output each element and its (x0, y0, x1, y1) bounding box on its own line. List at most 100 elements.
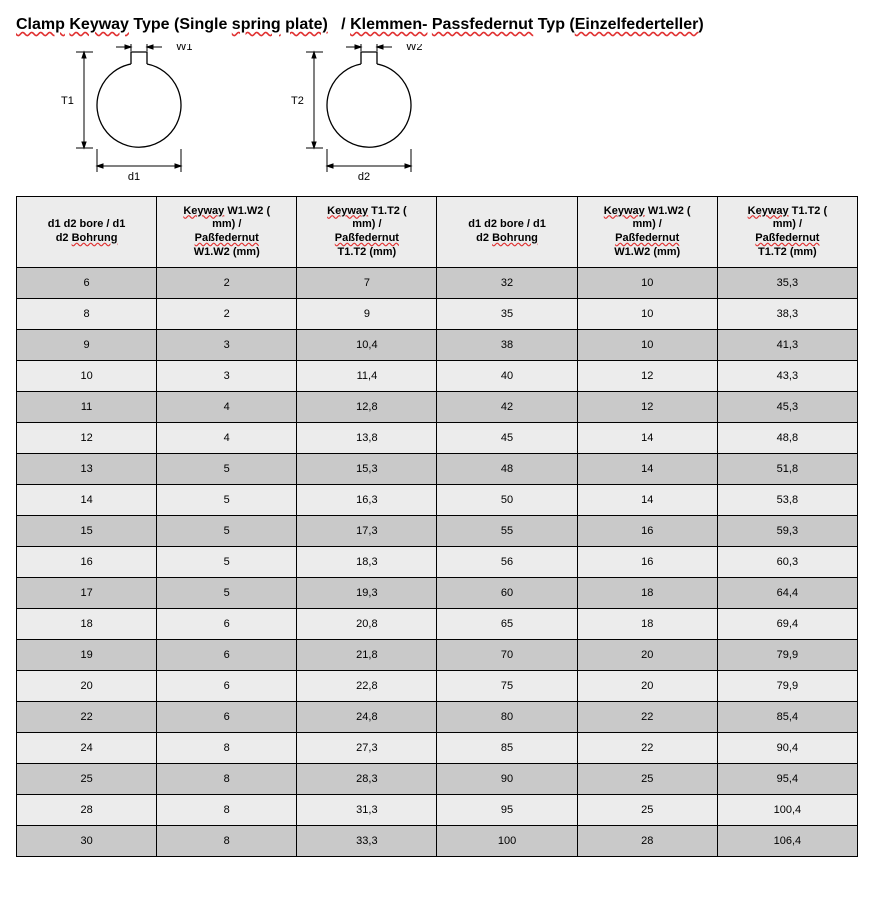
table-cell: 56 (437, 547, 577, 578)
table-cell: 15 (17, 516, 157, 547)
table-row: 13515,3481451,8 (17, 454, 858, 485)
table-cell: 35,3 (717, 268, 857, 299)
table-cell: 22 (17, 702, 157, 733)
table-cell: 65 (437, 609, 577, 640)
table-body: 627321035,3829351038,39310,4381041,31031… (17, 268, 858, 857)
table-cell: 11,4 (297, 361, 437, 392)
table-row: 10311,4401243,3 (17, 361, 858, 392)
table-cell: 9 (297, 299, 437, 330)
table-cell: 33,3 (297, 826, 437, 857)
table-cell: 27,3 (297, 733, 437, 764)
table-cell: 14 (17, 485, 157, 516)
table-cell: 16 (577, 547, 717, 578)
table-cell: 100,4 (717, 795, 857, 826)
table-cell: 100 (437, 826, 577, 857)
title-word: Keyway (69, 16, 129, 33)
table-cell: 2 (157, 299, 297, 330)
table-cell: 17 (17, 578, 157, 609)
table-header-cell: Keyway T1.T2 (mm) /PaßfedernutT1.T2 (mm) (297, 197, 437, 268)
diagram-left: W1 T1 d1 (46, 44, 216, 184)
table-cell: 5 (157, 516, 297, 547)
table-cell: 69,4 (717, 609, 857, 640)
table-cell: 6 (157, 702, 297, 733)
table-cell: 38 (437, 330, 577, 361)
table-cell: 6 (17, 268, 157, 299)
table-cell: 42 (437, 392, 577, 423)
table-cell: 24 (17, 733, 157, 764)
table-cell: 30 (17, 826, 157, 857)
table-cell: 7 (297, 268, 437, 299)
table-cell: 13 (17, 454, 157, 485)
table-cell: 8 (157, 826, 297, 857)
label-d1: d1 (128, 171, 140, 183)
diagram-row: W1 T1 d1 (46, 44, 861, 184)
table-cell: 43,3 (717, 361, 857, 392)
label-t1: T1 (61, 95, 74, 107)
table-header-cell: d1 d2 bore / d1d2 Bohrung (17, 197, 157, 268)
table-cell: 16,3 (297, 485, 437, 516)
table-row: 20622,8752079,9 (17, 671, 858, 702)
table-cell: 19 (17, 640, 157, 671)
table-cell: 5 (157, 485, 297, 516)
page-title: Clamp Keyway Type (Single spring plate) … (16, 16, 861, 34)
table-cell: 85 (437, 733, 577, 764)
table-cell: 31,3 (297, 795, 437, 826)
keyway-table: d1 d2 bore / d1d2 BohrungKeyway W1.W2 (m… (16, 196, 858, 857)
title-word: Passfedernut (432, 16, 533, 33)
table-row: 11412,8421245,3 (17, 392, 858, 423)
table-cell: 20 (17, 671, 157, 702)
label-t2: T2 (291, 95, 304, 107)
title-word: Klemmen- (350, 16, 427, 33)
table-cell: 20 (577, 671, 717, 702)
table-cell: 21,8 (297, 640, 437, 671)
table-cell: 8 (157, 733, 297, 764)
table-cell: 70 (437, 640, 577, 671)
table-cell: 60,3 (717, 547, 857, 578)
table-header-cell: d1 d2 bore / d1d2 Bohrung (437, 197, 577, 268)
table-cell: 10,4 (297, 330, 437, 361)
table-cell: 18,3 (297, 547, 437, 578)
table-cell: 40 (437, 361, 577, 392)
table-row: 16518,3561660,3 (17, 547, 858, 578)
table-cell: 10 (577, 330, 717, 361)
table-cell: 48 (437, 454, 577, 485)
table-cell: 95 (437, 795, 577, 826)
table-row: 22624,8802285,4 (17, 702, 858, 733)
table-row: 14516,3501453,8 (17, 485, 858, 516)
table-row: 627321035,3 (17, 268, 858, 299)
table-row: 18620,8651869,4 (17, 609, 858, 640)
table-cell: 55 (437, 516, 577, 547)
table-cell: 12 (577, 392, 717, 423)
table-cell: 14 (577, 454, 717, 485)
table-cell: 32 (437, 268, 577, 299)
table-cell: 5 (157, 578, 297, 609)
table-cell: 25 (577, 795, 717, 826)
label-w1: W1 (176, 44, 193, 53)
table-cell: 5 (157, 454, 297, 485)
table-cell: 6 (157, 640, 297, 671)
table-row: 12413,8451448,8 (17, 423, 858, 454)
table-row: 9310,4381041,3 (17, 330, 858, 361)
table-cell: 28 (17, 795, 157, 826)
table-row: 829351038,3 (17, 299, 858, 330)
table-cell: 22,8 (297, 671, 437, 702)
title-word: Clamp (16, 16, 65, 33)
table-cell: 4 (157, 392, 297, 423)
table-cell: 25 (17, 764, 157, 795)
table-cell: 8 (157, 795, 297, 826)
table-cell: 79,9 (717, 671, 857, 702)
table-cell: 59,3 (717, 516, 857, 547)
table-cell: 4 (157, 423, 297, 454)
table-cell: 25 (577, 764, 717, 795)
table-header-cell: Keyway W1.W2 (mm) /PaßfedernutW1.W2 (mm) (157, 197, 297, 268)
table-cell: 48,8 (717, 423, 857, 454)
label-w2: W2 (406, 44, 423, 53)
table-cell: 8 (157, 764, 297, 795)
table-header-cell: Keyway W1.W2 (mm) /PaßfedernutW1.W2 (mm) (577, 197, 717, 268)
table-cell: 12 (17, 423, 157, 454)
table-cell: 10 (577, 268, 717, 299)
table-cell: 15,3 (297, 454, 437, 485)
title-word: spring (232, 16, 281, 33)
table-cell: 95,4 (717, 764, 857, 795)
table-cell: 22 (577, 702, 717, 733)
